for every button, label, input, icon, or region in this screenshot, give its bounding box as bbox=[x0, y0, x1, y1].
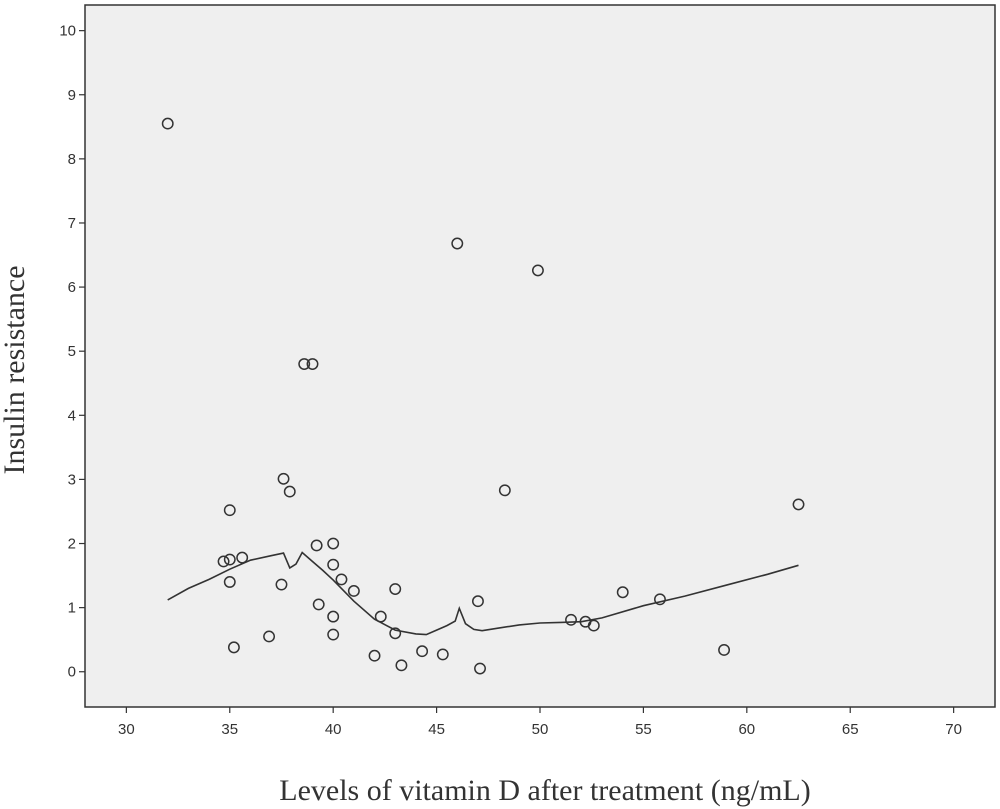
data-point bbox=[616, 586, 629, 599]
data-point bbox=[327, 558, 340, 571]
data-point bbox=[223, 576, 236, 588]
data-point bbox=[395, 659, 408, 672]
y-tick-label: 5 bbox=[68, 343, 76, 360]
data-point bbox=[474, 662, 486, 675]
x-tick-label: 70 bbox=[945, 721, 962, 738]
x-tick-label: 35 bbox=[221, 721, 238, 738]
data-point bbox=[277, 472, 290, 485]
x-tick-label: 65 bbox=[842, 721, 859, 738]
y-axis-ticks: 0 1 2 3 4 5 6 7 8 9 10 bbox=[59, 23, 85, 681]
data-point bbox=[310, 539, 323, 552]
plot-area bbox=[84, 4, 996, 708]
data-point bbox=[587, 619, 600, 632]
data-point bbox=[374, 610, 387, 623]
x-tick-label: 40 bbox=[325, 721, 342, 738]
data-point bbox=[368, 649, 381, 662]
data-point bbox=[416, 645, 429, 658]
y-tick-label: 4 bbox=[68, 407, 76, 424]
data-point bbox=[312, 598, 325, 611]
x-tick-label: 55 bbox=[635, 721, 652, 738]
data-point bbox=[531, 264, 544, 277]
data-point bbox=[327, 628, 340, 641]
data-point bbox=[565, 613, 577, 626]
data-point bbox=[275, 578, 288, 591]
data-point bbox=[389, 627, 402, 640]
data-point bbox=[298, 358, 311, 370]
data-points bbox=[161, 117, 805, 675]
x-axis-ticks: 30 35 40 45 50 55 60 65 70 bbox=[118, 707, 962, 738]
data-point bbox=[306, 358, 319, 370]
data-point bbox=[217, 555, 230, 568]
data-point bbox=[792, 498, 805, 511]
y-tick-label: 0 bbox=[68, 664, 76, 681]
y-tick-label: 7 bbox=[68, 215, 76, 232]
data-point bbox=[451, 237, 464, 250]
data-point bbox=[718, 643, 731, 656]
fit-line bbox=[167, 551, 799, 636]
data-point bbox=[347, 585, 360, 597]
data-point bbox=[223, 504, 236, 517]
y-tick-label: 1 bbox=[68, 600, 76, 617]
data-point bbox=[472, 595, 484, 608]
data-point bbox=[389, 583, 402, 595]
data-point bbox=[227, 641, 240, 654]
y-axis-title: Insulin resistance bbox=[0, 265, 31, 474]
data-point bbox=[654, 593, 666, 606]
y-tick-label: 10 bbox=[59, 23, 76, 40]
x-tick-label: 60 bbox=[738, 721, 755, 738]
x-axis-title: Levels of vitamin D after treatment (ng/… bbox=[279, 774, 810, 807]
x-tick-label: 50 bbox=[532, 721, 549, 738]
data-point bbox=[335, 573, 348, 586]
data-point bbox=[327, 537, 340, 550]
data-point bbox=[236, 551, 249, 564]
data-point bbox=[283, 485, 296, 498]
x-tick-label: 45 bbox=[428, 721, 445, 738]
data-point bbox=[327, 610, 340, 623]
data-point bbox=[263, 630, 276, 643]
y-tick-label: 8 bbox=[68, 151, 76, 168]
data-point bbox=[161, 117, 174, 130]
data-point bbox=[223, 553, 236, 566]
data-point bbox=[498, 484, 511, 497]
y-tick-label: 2 bbox=[68, 536, 76, 553]
x-tick-label: 30 bbox=[118, 721, 135, 738]
y-tick-label: 6 bbox=[68, 279, 76, 296]
y-tick-label: 9 bbox=[68, 87, 76, 104]
y-tick-label: 3 bbox=[68, 471, 76, 488]
data-point bbox=[436, 648, 449, 661]
